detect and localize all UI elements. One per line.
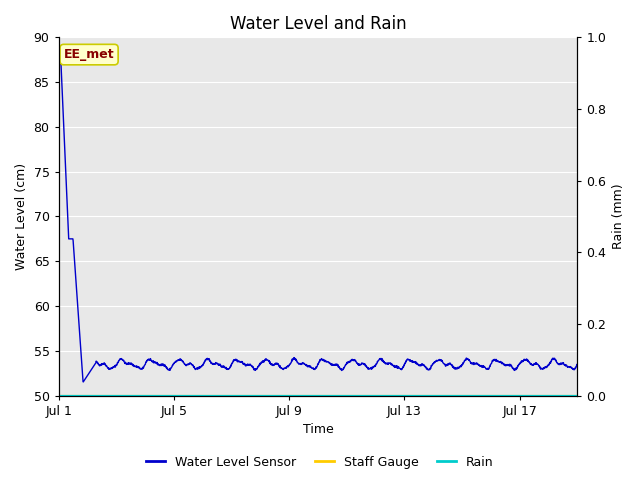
Text: EE_met: EE_met (64, 48, 115, 61)
Legend: Water Level Sensor, Staff Gauge, Rain: Water Level Sensor, Staff Gauge, Rain (141, 451, 499, 474)
Title: Water Level and Rain: Water Level and Rain (230, 15, 406, 33)
X-axis label: Time: Time (303, 423, 333, 436)
Y-axis label: Rain (mm): Rain (mm) (612, 184, 625, 249)
Y-axis label: Water Level (cm): Water Level (cm) (15, 163, 28, 270)
